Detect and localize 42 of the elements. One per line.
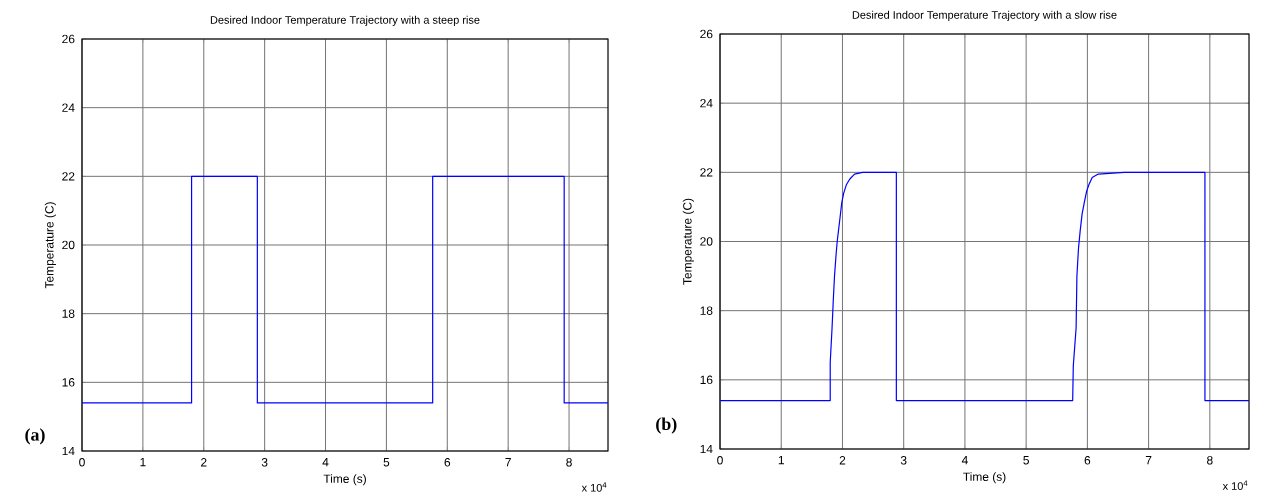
x-tick-label: 7 [1145, 456, 1152, 465]
y-tick-label: 16 [62, 378, 75, 387]
x-tick-label: 0 [79, 458, 85, 467]
y-tick-label: 22 [700, 168, 713, 177]
x-tick-label: 1 [778, 456, 784, 465]
chart-title: Desired Indoor Temperature Trajectory with a steep rise [210, 15, 480, 26]
text: (b) [656, 417, 677, 434]
y-axis-title: Temperature (C) [44, 202, 56, 289]
y-tick-label: 18 [700, 306, 713, 315]
y-tick-label: 24 [62, 103, 75, 112]
x-tick-label: 2 [839, 456, 846, 465]
y-tick-label: 14 [62, 446, 75, 456]
y-tick-label: 20 [700, 237, 713, 246]
y-axis-title: Temperature (C) [682, 198, 694, 285]
y-tick-label: 18 [62, 309, 75, 318]
chart-title: Desired Indoor Temperature Trajectory with a slow rise [852, 10, 1117, 21]
x-tick-label: 3 [900, 456, 907, 465]
y-tick-label: 20 [62, 240, 75, 250]
x-tick-label: 4 [961, 456, 968, 465]
y-tick-label: 16 [700, 375, 713, 385]
x-tick-label: 4 [322, 458, 329, 467]
x-tick-label: 3 [261, 458, 268, 467]
x-tick-label: 2 [201, 458, 207, 467]
x-axis-title: Time (s) [963, 472, 1006, 484]
x-tick-label: 1 [140, 458, 146, 467]
x-tick-label: 5 [1023, 456, 1029, 465]
y-tick-label: 14 [700, 444, 713, 454]
x-tick-label: 6 [444, 458, 451, 467]
x-tick-label: 8 [1207, 456, 1213, 465]
x-tick-label: 7 [505, 458, 511, 467]
y-tick-label: 26 [62, 34, 75, 44]
x-tick-label: 6 [1084, 456, 1091, 465]
text: (a) [25, 428, 45, 445]
y-tick-label: 22 [62, 172, 75, 181]
y-tick-label: 26 [700, 29, 713, 39]
x-axis-title: Time (s) [323, 474, 366, 486]
y-tick-label: 24 [700, 98, 713, 108]
text: x 10$^{4}$ [581, 482, 607, 492]
x-tick-label: 5 [383, 458, 390, 467]
text: x 10$^{4}$ [1222, 480, 1248, 490]
x-tick-label: 0 [717, 456, 723, 465]
x-tick-label: 8 [566, 458, 572, 467]
